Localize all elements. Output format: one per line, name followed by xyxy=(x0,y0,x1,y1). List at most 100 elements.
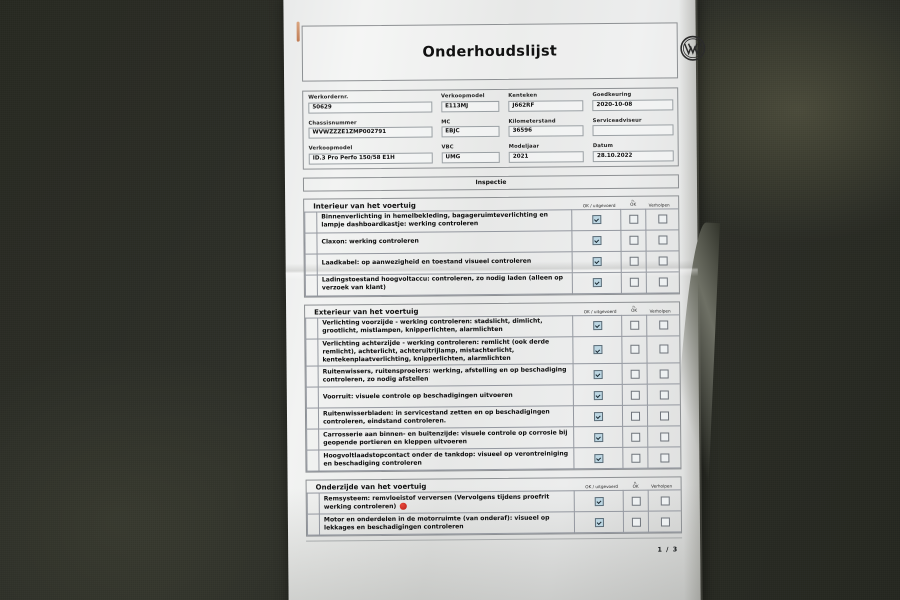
checkbox-verholpen-unchecked-icon[interactable] xyxy=(658,320,668,330)
checkbox-verholpen-unchecked-icon[interactable] xyxy=(660,496,670,506)
checkbox-verholpen-unchecked-icon[interactable] xyxy=(659,369,669,379)
checkbox-verholpen-cell[interactable] xyxy=(647,384,680,406)
checkbox-ok-checked-icon[interactable] xyxy=(591,214,601,224)
checkbox-ok-cell[interactable] xyxy=(571,208,621,231)
checkbox-ok-cell[interactable] xyxy=(572,271,622,294)
checkbox-verholpen-cell[interactable] xyxy=(646,335,680,364)
checkbox-verholpen-cell[interactable] xyxy=(646,314,680,336)
field-value[interactable]: 28.10.2022 xyxy=(592,149,674,162)
checkbox-ok-checked-icon[interactable] xyxy=(593,432,603,442)
checkbox-not-ok-unchecked-icon[interactable] xyxy=(629,277,639,287)
checkbox-not-ok-cell[interactable] xyxy=(621,314,647,336)
checkbox-verholpen-unchecked-icon[interactable] xyxy=(659,432,669,442)
checkbox-verholpen-unchecked-icon[interactable] xyxy=(657,214,667,224)
field-value[interactable] xyxy=(592,124,674,137)
row-gutter xyxy=(305,274,318,296)
checkbox-not-ok-cell[interactable] xyxy=(620,229,647,251)
checkbox-verholpen-cell[interactable] xyxy=(647,447,681,469)
checkbox-ok-cell[interactable] xyxy=(574,490,624,513)
checkbox-not-ok-unchecked-icon[interactable] xyxy=(629,320,639,330)
section-title: Onderzijde van het voertuig xyxy=(315,482,427,492)
checkbox-not-ok-unchecked-icon[interactable] xyxy=(630,411,640,421)
checkbox-verholpen-unchecked-icon[interactable] xyxy=(659,411,669,421)
checkbox-ok-checked-icon[interactable] xyxy=(593,369,603,379)
checkbox-not-ok-cell[interactable] xyxy=(622,384,648,406)
row-gutter xyxy=(306,450,319,472)
checkbox-verholpen-cell[interactable] xyxy=(647,363,680,385)
checkbox-not-ok-unchecked-icon[interactable] xyxy=(630,432,640,442)
checkbox-not-ok-unchecked-icon[interactable] xyxy=(630,390,640,400)
checkbox-ok-cell[interactable] xyxy=(573,384,623,407)
column-header-not-ok: n. OK xyxy=(622,199,644,208)
checkbox-verholpen-cell[interactable] xyxy=(646,250,679,272)
checkbox-not-ok-unchecked-icon[interactable] xyxy=(628,214,638,224)
checkbox-not-ok-unchecked-icon[interactable] xyxy=(631,496,641,506)
checkbox-not-ok-unchecked-icon[interactable] xyxy=(630,369,640,379)
checkbox-verholpen-cell[interactable] xyxy=(648,511,682,533)
checkbox-ok-checked-icon[interactable] xyxy=(594,517,604,527)
field-value[interactable]: WVWZZZE1ZMP002791 xyxy=(308,126,433,139)
checkbox-not-ok-cell[interactable] xyxy=(621,335,648,364)
checkbox-ok-cell[interactable] xyxy=(572,335,623,365)
checkbox-ok-cell[interactable] xyxy=(573,447,623,470)
checkbox-ok-cell[interactable] xyxy=(572,250,622,273)
checkbox-ok-cell[interactable] xyxy=(573,363,623,386)
checkbox-verholpen-unchecked-icon[interactable] xyxy=(658,277,668,287)
field-value[interactable]: 2020-10-08 xyxy=(592,98,674,111)
field-value[interactable]: 50629 xyxy=(308,101,433,114)
field-label: VBC xyxy=(441,144,454,151)
field-value[interactable]: EBJC xyxy=(441,125,500,138)
checkbox-not-ok-cell[interactable] xyxy=(623,511,649,533)
checkbox-verholpen-cell[interactable] xyxy=(646,271,679,293)
checkbox-not-ok-cell[interactable] xyxy=(622,426,648,448)
checkbox-verholpen-cell[interactable] xyxy=(647,426,681,448)
field-value[interactable]: J662RF xyxy=(508,99,584,112)
column-header-ok: OK / uitgevoerd xyxy=(585,484,619,490)
checkbox-ok-cell[interactable] xyxy=(571,229,622,252)
checkbox-verholpen-unchecked-icon[interactable] xyxy=(657,235,668,245)
checkbox-not-ok-unchecked-icon[interactable] xyxy=(629,344,639,355)
checkbox-ok-checked-icon[interactable] xyxy=(594,496,604,506)
checkbox-ok-checked-icon[interactable] xyxy=(592,345,602,355)
checkbox-verholpen-unchecked-icon[interactable] xyxy=(658,256,668,266)
checkbox-not-ok-unchecked-icon[interactable] xyxy=(629,256,639,266)
checkbox-not-ok-unchecked-icon[interactable] xyxy=(630,453,640,463)
checkbox-ok-cell[interactable] xyxy=(574,511,624,534)
checkbox-ok-cell[interactable] xyxy=(573,405,623,428)
checkbox-ok-checked-icon[interactable] xyxy=(593,390,603,400)
checkbox-ok-checked-icon[interactable] xyxy=(593,453,603,463)
checkbox-verholpen-unchecked-icon[interactable] xyxy=(660,517,670,527)
inspection-band: Inspectie xyxy=(302,173,680,192)
checkbox-verholpen-cell[interactable] xyxy=(648,490,681,512)
checkbox-not-ok-cell[interactable] xyxy=(622,405,648,427)
checkbox-verholpen-unchecked-icon[interactable] xyxy=(658,344,668,354)
row-task-text: Ruitenwissers, ruitensproeiers: werking,… xyxy=(318,364,574,388)
checkbox-verholpen-cell[interactable] xyxy=(645,229,679,251)
checkbox-not-ok-cell[interactable] xyxy=(621,271,647,293)
checkbox-ok-checked-icon[interactable] xyxy=(592,320,602,330)
field-value[interactable]: 36596 xyxy=(508,125,584,137)
checkbox-ok-cell[interactable] xyxy=(573,426,623,449)
checkbox-verholpen-unchecked-icon[interactable] xyxy=(659,390,669,400)
checkbox-ok-checked-icon[interactable] xyxy=(591,235,602,245)
checkbox-not-ok-cell[interactable] xyxy=(622,363,648,385)
field-value[interactable]: UMG xyxy=(441,151,500,163)
checkbox-not-ok-cell[interactable] xyxy=(620,208,646,230)
checkbox-not-ok-cell[interactable] xyxy=(622,447,648,469)
checkbox-not-ok-unchecked-icon[interactable] xyxy=(631,517,641,527)
checkbox-not-ok-unchecked-icon[interactable] xyxy=(628,235,639,245)
checkbox-ok-cell[interactable] xyxy=(572,314,622,337)
checkbox-verholpen-cell[interactable] xyxy=(647,405,681,427)
field-value[interactable]: E113MJ xyxy=(441,100,500,112)
checkbox-ok-checked-icon[interactable] xyxy=(592,277,602,287)
checkbox-verholpen-unchecked-icon[interactable] xyxy=(659,453,669,463)
row-gutter xyxy=(305,253,318,275)
checkbox-not-ok-cell[interactable] xyxy=(621,250,647,272)
checkbox-verholpen-cell[interactable] xyxy=(645,208,679,230)
row-gutter xyxy=(307,514,320,536)
field-value[interactable]: ID.3 Pro Perfo 150/58 E1H xyxy=(308,152,433,165)
checkbox-ok-checked-icon[interactable] xyxy=(593,411,603,421)
checkbox-not-ok-cell[interactable] xyxy=(623,490,649,512)
checkbox-ok-checked-icon[interactable] xyxy=(592,256,602,266)
field-value[interactable]: 2021 xyxy=(508,150,585,163)
